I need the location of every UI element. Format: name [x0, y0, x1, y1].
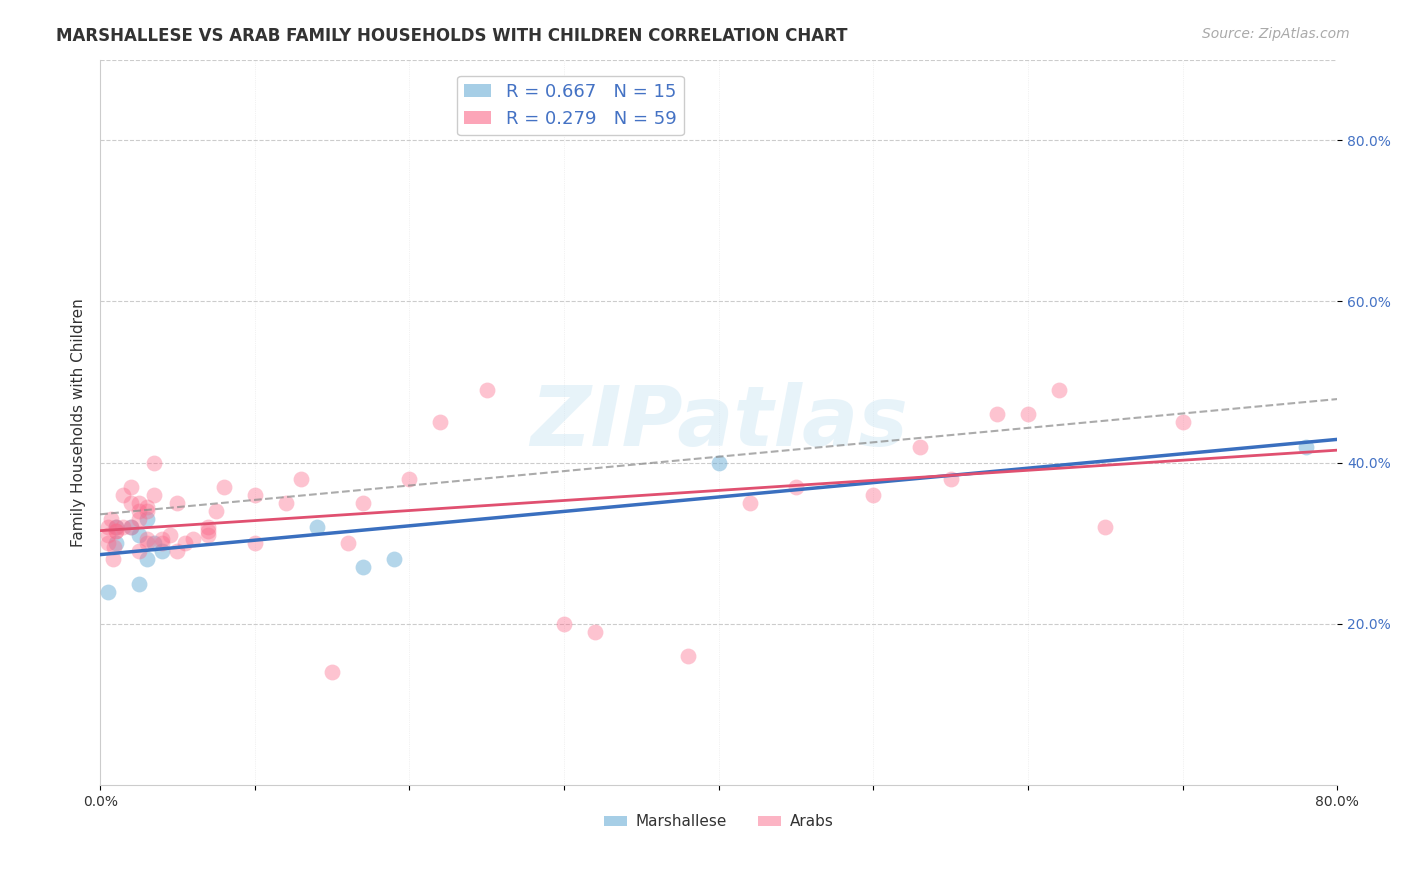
- Point: [553, 616, 575, 631]
- Point: [197, 528, 219, 542]
- Point: [1017, 407, 1039, 421]
- Point: [243, 536, 266, 550]
- Point: [143, 536, 166, 550]
- Point: [197, 524, 219, 538]
- Point: [1094, 520, 1116, 534]
- Point: [143, 456, 166, 470]
- Point: [243, 488, 266, 502]
- Point: [398, 472, 420, 486]
- Point: [707, 456, 730, 470]
- Point: [321, 665, 343, 680]
- Point: [97, 584, 120, 599]
- Point: [112, 488, 135, 502]
- Point: [120, 520, 142, 534]
- Point: [986, 407, 1008, 421]
- Point: [97, 528, 120, 542]
- Point: [352, 496, 374, 510]
- Point: [104, 524, 127, 538]
- Point: [785, 480, 807, 494]
- Point: [166, 544, 188, 558]
- Point: [862, 488, 884, 502]
- Point: [382, 552, 405, 566]
- Text: MARSHALLESE VS ARAB FAMILY HOUSEHOLDS WITH CHILDREN CORRELATION CHART: MARSHALLESE VS ARAB FAMILY HOUSEHOLDS WI…: [56, 27, 848, 45]
- Point: [128, 504, 150, 518]
- Point: [128, 496, 150, 510]
- Text: ZIPatlas: ZIPatlas: [530, 382, 908, 463]
- Point: [274, 496, 297, 510]
- Point: [475, 383, 498, 397]
- Point: [135, 536, 157, 550]
- Point: [150, 536, 173, 550]
- Point: [181, 533, 204, 547]
- Point: [150, 544, 173, 558]
- Point: [676, 649, 699, 664]
- Point: [100, 512, 122, 526]
- Point: [128, 528, 150, 542]
- Point: [104, 536, 127, 550]
- Legend: Marshallese, Arabs: Marshallese, Arabs: [598, 808, 839, 836]
- Point: [120, 520, 142, 534]
- Point: [1171, 415, 1194, 429]
- Point: [212, 480, 235, 494]
- Point: [305, 520, 328, 534]
- Point: [135, 500, 157, 514]
- Point: [1295, 440, 1317, 454]
- Point: [205, 504, 228, 518]
- Point: [97, 536, 120, 550]
- Point: [429, 415, 451, 429]
- Point: [112, 520, 135, 534]
- Point: [159, 528, 181, 542]
- Point: [135, 512, 157, 526]
- Point: [336, 536, 359, 550]
- Point: [104, 520, 127, 534]
- Point: [352, 560, 374, 574]
- Point: [104, 524, 127, 538]
- Point: [120, 480, 142, 494]
- Point: [120, 496, 142, 510]
- Point: [908, 440, 931, 454]
- Point: [128, 576, 150, 591]
- Point: [583, 624, 606, 639]
- Point: [128, 544, 150, 558]
- Point: [166, 496, 188, 510]
- Point: [939, 472, 962, 486]
- Point: [738, 496, 761, 510]
- Point: [150, 533, 173, 547]
- Text: Source: ZipAtlas.com: Source: ZipAtlas.com: [1202, 27, 1350, 41]
- Point: [135, 504, 157, 518]
- Point: [143, 488, 166, 502]
- Point: [101, 552, 124, 566]
- Point: [290, 472, 312, 486]
- Point: [135, 552, 157, 566]
- Point: [197, 520, 219, 534]
- Point: [135, 533, 157, 547]
- Point: [1047, 383, 1070, 397]
- Point: [174, 536, 197, 550]
- Point: [128, 512, 150, 526]
- Point: [103, 541, 125, 555]
- Y-axis label: Family Households with Children: Family Households with Children: [72, 298, 86, 547]
- Point: [97, 520, 120, 534]
- Point: [104, 520, 127, 534]
